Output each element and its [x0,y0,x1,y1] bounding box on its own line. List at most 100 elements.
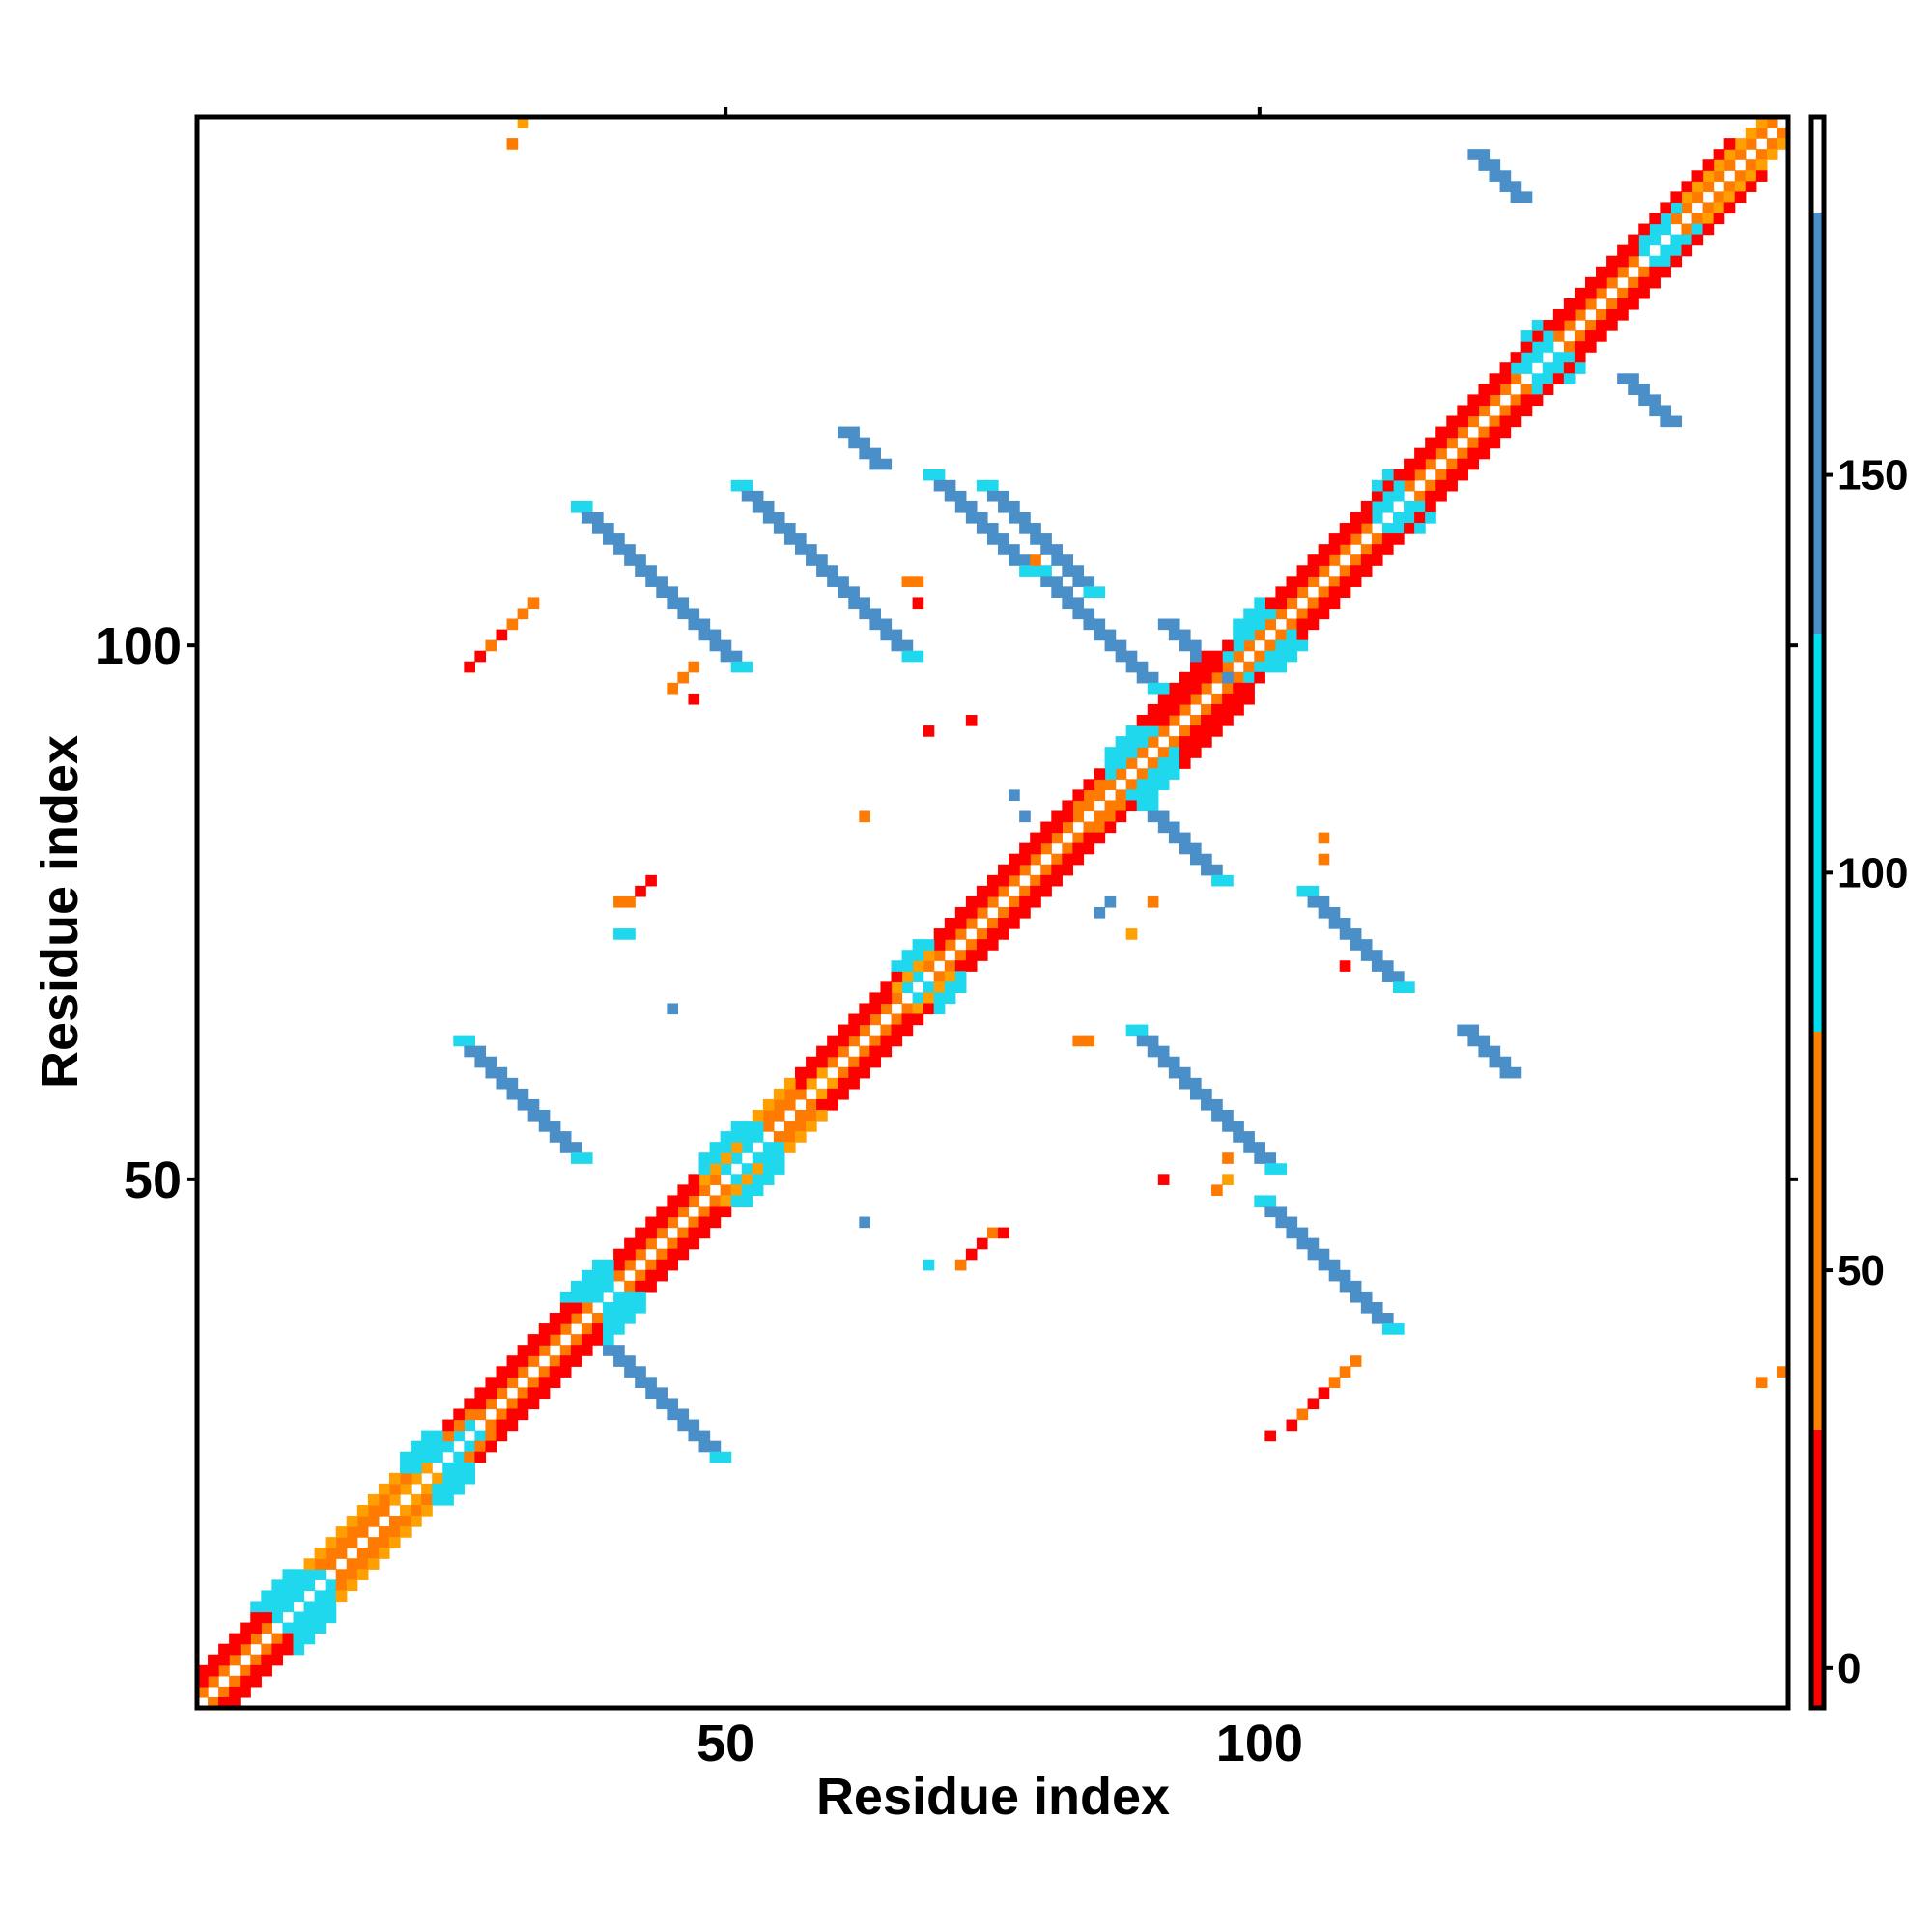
diagonal-cell [356,1526,369,1538]
colorbar-tick-label: 100 [1837,849,1908,896]
diagonal-cell [1510,415,1522,428]
diagonal-cell [453,1419,465,1432]
diagonal-cell [816,1045,828,1058]
diagonal-cell [1233,703,1244,716]
strand-cell [1125,661,1138,673]
diagonal-cell [314,1558,327,1570]
strand-cell [1136,1024,1149,1037]
diagonal-cell [1606,266,1618,278]
diagonal-cell [891,960,903,972]
diagonal-cell [1691,170,1704,182]
strand-cell [730,650,743,663]
diagonal-cell [1019,842,1031,855]
diagonal-cell [1189,747,1202,758]
strand-cell [1296,885,1309,897]
strand-cell [1083,608,1095,620]
strand-cell [1040,533,1052,545]
diagonal-cell [645,1280,657,1293]
strand-cell [1339,1269,1351,1282]
diagonal-cell [1649,276,1661,289]
diagonal-cell [656,1248,668,1261]
diagonal-cell [356,1516,369,1527]
diagonal-cell [474,1440,487,1453]
diagonal-cell [783,1077,796,1090]
diagonal-cell [570,1291,582,1303]
diagonal-cell [1019,885,1031,897]
diagonal-cell [901,960,914,972]
diagonal-cell [677,1248,690,1261]
diagonal-cell [1542,320,1554,331]
diagonal-cell [891,1024,903,1037]
diagonal-cell [293,1622,305,1634]
diagonal-cell [325,1601,337,1613]
diagonal-cell [367,1504,380,1517]
strand-cell [1296,1237,1309,1250]
strand-cell [656,576,668,587]
contact-cell [667,1003,679,1015]
diagonal-cell [901,1003,914,1015]
strand-cell [538,1109,551,1122]
diagonal-cell [346,1526,358,1538]
diagonal-cell [1478,384,1491,395]
diagonal-cell [752,1174,764,1185]
diagonal-cell [1702,213,1715,225]
diagonal-cell [335,1569,348,1580]
diagonal-cell [1638,276,1650,289]
diagonal-cell [709,1206,722,1218]
diagonal-cell [378,1548,390,1559]
diagonal-cell [1681,244,1693,257]
diagonal-cell [367,1516,380,1527]
diagonal-cell [1542,384,1554,395]
diagonal-cell [335,1537,348,1548]
diagonal-cell [1510,405,1522,417]
diagonal-cell [603,1301,614,1314]
diagonal-cell [581,1280,593,1293]
diagonal-cell [1531,384,1544,395]
diagonal-cell [1233,639,1244,652]
contact-cell [688,661,700,673]
diagonal-cell [1222,693,1234,705]
diagonal-cell [933,971,946,982]
diagonal-cell [1510,373,1522,384]
strand-cell [688,618,700,631]
strand-cell [1179,832,1191,844]
strand-cell [591,511,604,524]
diagonal-cell [1489,373,1501,384]
diagonal-cell [1136,715,1149,726]
diagonal-cell [1670,213,1683,225]
strand-cell [1638,394,1650,407]
diagonal-cell [1051,821,1063,834]
strand-cell [1499,170,1512,182]
contact-cell [1125,928,1138,940]
strand-cell [1179,629,1191,641]
diagonal-cell [303,1622,316,1634]
strand-cell [1489,1056,1501,1068]
diagonal-cell [400,1472,412,1485]
diagonal-cell [1649,255,1661,268]
diagonal-cell [1157,715,1170,726]
diagonal-cell [1755,117,1768,128]
diagonal-cell [667,1237,679,1250]
diagonal-cell [1019,906,1031,919]
contact-cell [1755,1377,1768,1388]
diagonal-cell [1404,500,1415,513]
strand-cell [1147,1035,1159,1047]
diagonal-cell [912,1003,924,1015]
diagonal-cell [1660,202,1672,214]
diagonal-cell [271,1601,284,1613]
diagonal-cell [1702,181,1715,192]
diagonal-cell [901,981,914,993]
strand-cell [1381,971,1394,982]
diagonal-cell [1189,682,1202,695]
diagonal-cell [229,1643,241,1656]
strand-cell [709,1440,722,1453]
diagonal-cell [1040,864,1052,876]
diagonal-cell [1542,373,1554,384]
diagonal-cell [1104,768,1117,780]
diagonal-cell [388,1493,401,1506]
diagonal-cell [1094,768,1106,780]
diagonal-cell [891,981,903,993]
diagonal-cell [1222,715,1234,726]
strand-cell [1157,618,1170,631]
diagonal-cell [485,1430,497,1442]
